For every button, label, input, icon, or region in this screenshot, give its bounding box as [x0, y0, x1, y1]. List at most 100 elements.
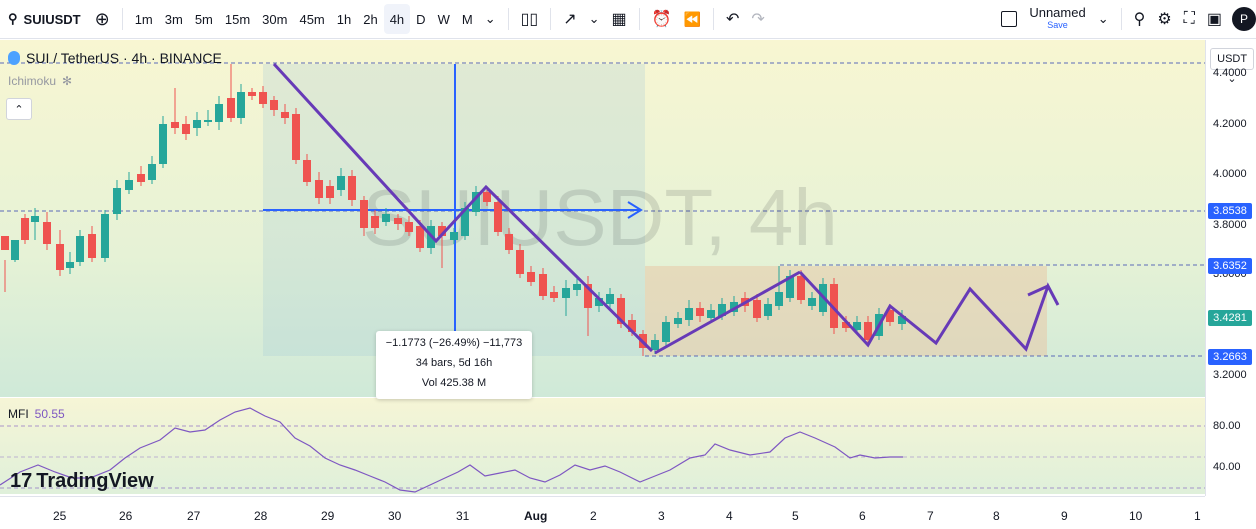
interval-3m[interactable]: 3m	[164, 11, 183, 27]
templates-button[interactable]: ▦	[606, 4, 633, 34]
quick-search-button[interactable]: ⚲	[1128, 4, 1152, 34]
interval-1h[interactable]: 1h	[336, 11, 352, 27]
interval-2h[interactable]: 2h	[363, 11, 378, 27]
candle-body	[685, 308, 693, 320]
projection-path-drawing[interactable]	[798, 270, 1060, 352]
candle-body	[31, 216, 39, 222]
candle-body	[830, 284, 838, 328]
candle-body	[101, 214, 109, 258]
chart-canvas[interactable]: SUIUSDT, 4h	[0, 0, 1205, 496]
mfi-pane[interactable]	[0, 398, 1205, 494]
interval-1m[interactable]: 1m	[134, 11, 153, 27]
settings-button[interactable]: ⚙	[1151, 4, 1177, 34]
redo-button[interactable]: ↷	[745, 4, 770, 34]
snapshot-button[interactable]: ▣	[1201, 4, 1228, 34]
candle-body	[56, 244, 64, 270]
mfi-line	[0, 407, 903, 493]
eye-off-icon[interactable]: ✻	[62, 74, 73, 88]
candle-body	[315, 180, 323, 198]
projection-arrow-head	[1027, 284, 1049, 297]
replay-button[interactable]: ⏪	[678, 4, 707, 34]
candle-body	[662, 322, 670, 342]
layout-save-status: Save	[1047, 20, 1068, 30]
symbol-search[interactable]: ⚲ SUIUSDT	[0, 11, 89, 27]
top-toolbar: ⚲ SUIUSDT ⊕ 1m 3m 5m 15m 30m 45m 1h 2h 4h D W M ⌄ ▯…	[0, 0, 1256, 39]
candle-body	[394, 218, 402, 224]
interval-30m[interactable]: 30m	[262, 11, 288, 27]
chart-type-button[interactable]: ▯▯	[515, 4, 545, 34]
time-tick: 6	[859, 509, 866, 523]
interval-15m[interactable]: 15m	[224, 11, 251, 27]
plus-circle-icon: ⊕	[94, 8, 110, 29]
candle-body	[171, 122, 179, 128]
candle-body	[584, 284, 592, 308]
candle-body	[371, 216, 379, 228]
indicators-dropdown[interactable]: ⌄	[583, 4, 606, 34]
candle-body	[516, 250, 524, 274]
trend-line-drawing[interactable]	[272, 62, 654, 353]
time-axis[interactable]	[0, 496, 1205, 529]
price-label-level: 3.8538	[1208, 203, 1252, 219]
alert-button[interactable]: ⏰	[646, 4, 678, 34]
candle-body	[797, 276, 805, 300]
avatar[interactable]: P	[1232, 7, 1256, 31]
price-tick: 3.8000	[1213, 219, 1247, 231]
fullscreen-icon: ⛶	[1183, 10, 1195, 27]
candle-body	[674, 318, 682, 324]
interval-d[interactable]: D	[416, 11, 426, 27]
collapse-legend-button[interactable]: ⌃	[6, 98, 32, 120]
interval-5m[interactable]: 5m	[194, 11, 213, 27]
candle-body	[405, 222, 413, 232]
candle-body	[281, 112, 289, 118]
compare-button[interactable]: ⊕	[89, 4, 116, 34]
candle-body	[76, 236, 84, 262]
candle-body	[461, 208, 469, 236]
candle-body	[483, 192, 491, 202]
candle-body	[326, 186, 334, 198]
candle-body	[382, 214, 390, 222]
fullscreen-button[interactable]: ⛶	[1178, 4, 1201, 34]
time-tick: 4	[726, 509, 733, 523]
support-trend-line[interactable]	[654, 270, 801, 355]
indicator-name[interactable]: Ichimoku	[8, 74, 57, 88]
interval-w[interactable]: W	[437, 11, 450, 27]
currency-selector[interactable]: USDT ⌄	[1210, 48, 1254, 85]
interval-4h[interactable]: 4h	[383, 4, 411, 34]
candle-body	[494, 202, 502, 232]
chart-legend: SUI / TetherUS · 4h · BINANCE	[8, 50, 222, 66]
interval-list: 1m 3m 5m 15m 30m 45m 1h 2h 4h D W M	[129, 4, 479, 34]
interval-dropdown[interactable]: ⌄	[479, 4, 502, 34]
separator	[550, 8, 552, 30]
time-tick: 30	[388, 509, 402, 523]
range-rectangle[interactable]	[645, 266, 1047, 356]
candles-icon: ▯▯	[520, 11, 539, 28]
indicators-button[interactable]: ↗	[557, 4, 582, 34]
candle-body	[573, 284, 581, 290]
layout-name[interactable]: Unnamed Save	[1029, 6, 1085, 31]
time-tick: 25	[53, 509, 67, 523]
time-tick: 7	[927, 509, 934, 523]
chevron-down-icon: ⌄	[588, 11, 600, 26]
alarm-icon: ⏰	[651, 11, 672, 28]
candle-body	[842, 322, 850, 328]
tv-logo-icon: 17	[10, 470, 33, 492]
layout-dropdown[interactable]: ⌄	[1092, 4, 1115, 34]
time-tick: 8	[993, 509, 1000, 523]
undo-button[interactable]: ↶	[720, 4, 745, 34]
sui-logo-icon	[8, 51, 20, 65]
interval-m[interactable]: M	[461, 11, 473, 27]
time-tick: 1	[1194, 509, 1201, 523]
layout-checkbox[interactable]	[995, 4, 1023, 34]
candle-body	[148, 164, 156, 180]
candle-body	[21, 218, 29, 240]
mfi-name[interactable]: MFI	[8, 407, 29, 421]
candle-body	[259, 92, 267, 104]
time-tick: 29	[321, 509, 335, 523]
tradingview-logo[interactable]: 17 TradingView	[10, 470, 154, 493]
separator	[713, 8, 714, 30]
interval-45m[interactable]: 45m	[299, 11, 325, 27]
legend-title[interactable]: SUI / TetherUS · 4h · BINANCE	[26, 50, 222, 66]
candle-body	[416, 226, 424, 248]
indicators-icon: ↗	[563, 11, 577, 28]
time-tick: 10	[1129, 509, 1143, 523]
